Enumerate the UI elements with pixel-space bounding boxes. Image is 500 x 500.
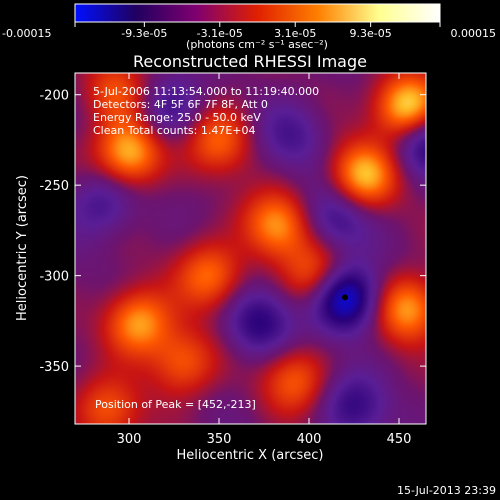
colorbar-tick-label: -9.3e-05: [121, 27, 167, 40]
y-tick-label: -350: [39, 360, 69, 375]
y-tick-label: -300: [39, 270, 69, 285]
colorbar-tick-label: -0.00015: [2, 27, 51, 40]
chart-title: Reconstructed RHESSI Image: [133, 52, 367, 71]
colorbar: -0.00015 -9.3e-05 -3.1e-05 3.1e-05 9.3e-05 0.…: [2, 3, 496, 51]
colorbar-unit-label: (photons cm⁻² s⁻¹ asec⁻²): [186, 38, 328, 51]
plot-frame: [74, 72, 427, 425]
colorbar-tick-label: -3.1e-05: [197, 27, 243, 40]
minimum-marker: [342, 294, 348, 301]
y-tick-label: -200: [39, 89, 69, 104]
y-axis-label: Heliocentric Y (arcsec): [15, 175, 30, 321]
y-tick-label: -250: [39, 179, 69, 194]
x-axis-ticks: 300 350 400 450: [117, 73, 412, 447]
annotation-clean-counts: Clean Total counts: 1.47E+04: [93, 124, 256, 137]
colorbar-tick-label: 0.00015: [451, 27, 497, 40]
annotation-energy-range: Energy Range: 25.0 - 50.0 keV: [93, 111, 261, 124]
colorbar-tick-label: 9.3e-05: [350, 27, 392, 40]
heatmap-image: [75, 73, 426, 424]
annotation-peak-position: Position of Peak = [452,-213]: [95, 398, 256, 411]
plot-area: 300 350 400 450 -200 -250 -300 -350: [39, 72, 427, 447]
footer-timestamp: 15-Jul-2013 23:39: [397, 484, 496, 497]
annotation-detectors: Detectors: 4F 5F 6F 7F 8F, Att 0: [93, 98, 268, 111]
colorbar-bar: [74, 3, 441, 23]
x-tick-label: 450: [387, 432, 412, 447]
x-tick-label: 350: [207, 432, 232, 447]
x-axis-label: Heliocentric X (arcsec): [177, 448, 324, 463]
annotation-block: 5-Jul-2006 11:13:54.000 to 11:19:40.000 …: [93, 85, 319, 137]
x-tick-label: 400: [297, 432, 322, 447]
x-tick-label: 300: [117, 432, 142, 447]
colorbar-tick-label: 3.1e-05: [274, 27, 316, 40]
heatmap-features: [342, 294, 348, 301]
y-axis-ticks: -200 -250 -300 -350: [39, 89, 426, 375]
colorbar-ticks: -0.00015 -9.3e-05 -3.1e-05 3.1e-05 9.3e-05 0.…: [2, 22, 496, 40]
annotation-time-range: 5-Jul-2006 11:13:54.000 to 11:19:40.000: [93, 85, 319, 98]
